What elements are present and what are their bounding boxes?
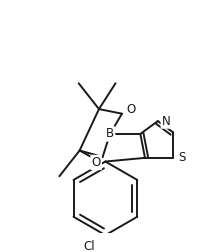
- Text: O: O: [92, 156, 101, 169]
- Text: O: O: [126, 104, 136, 116]
- Text: S: S: [178, 151, 185, 164]
- Text: B: B: [106, 128, 114, 140]
- Text: N: N: [162, 115, 170, 128]
- Text: Cl: Cl: [83, 240, 95, 252]
